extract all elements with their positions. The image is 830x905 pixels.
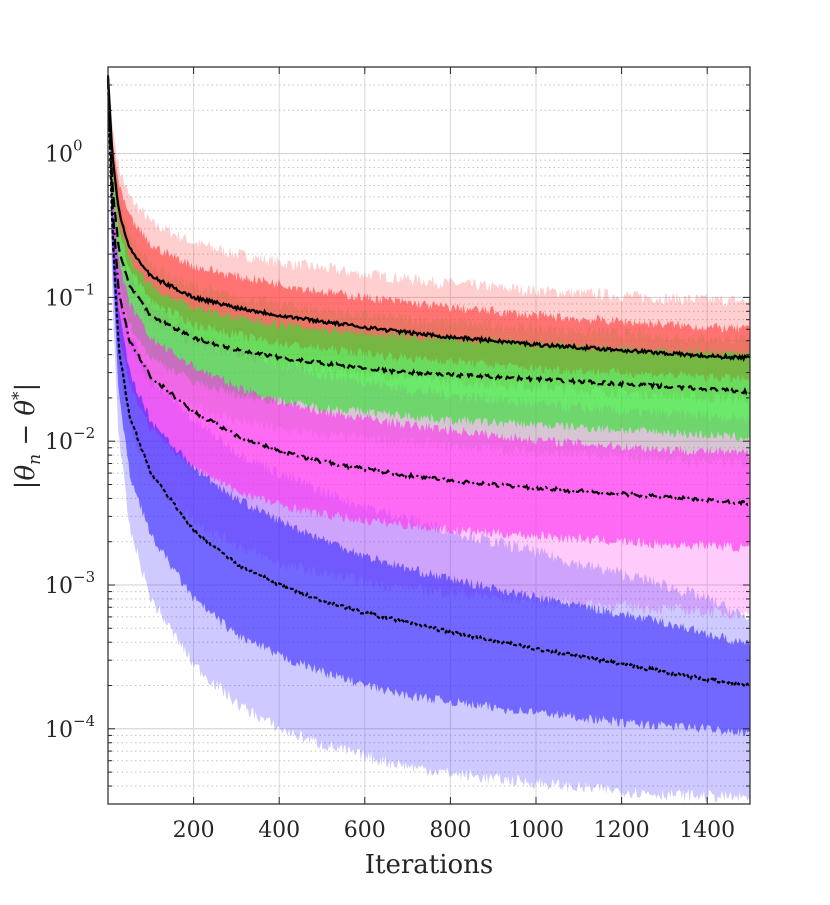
y-label-superscript: * xyxy=(9,391,29,400)
y-label-subscript: n xyxy=(25,454,45,465)
x-tick-label-800: 800 xyxy=(429,818,471,843)
blue-median-line xyxy=(106,79,752,689)
bands xyxy=(108,73,750,803)
magenta-inner-band xyxy=(108,79,750,553)
x-tick-label-400: 400 xyxy=(258,818,300,843)
y-axis-label: |θn − θ*| xyxy=(9,383,45,490)
tick-marks xyxy=(108,66,750,805)
green-inner-band xyxy=(108,77,750,442)
x-tick-label-1200: 1200 xyxy=(594,818,650,843)
y-label-close: | xyxy=(11,383,41,392)
median-lines xyxy=(106,75,752,689)
y-label-open: | xyxy=(11,481,41,490)
x-tick-label-1400: 1400 xyxy=(679,818,735,843)
y-tick-label: 10−3 xyxy=(45,568,95,599)
y-label-theta: θ xyxy=(11,465,41,481)
x-tick-label-200: 200 xyxy=(173,818,215,843)
y-label-theta-star: θ xyxy=(11,400,41,416)
plot-frame xyxy=(107,66,751,805)
red-inner-band xyxy=(108,75,750,383)
green-median-line xyxy=(106,77,751,396)
x-tick-label-1000: 1000 xyxy=(508,818,564,843)
y-tick-labels: 100 10−1 10−2 10−3 10−4 xyxy=(45,137,95,743)
y-tick-label: 10−1 xyxy=(45,280,95,311)
y-label-minus: − xyxy=(11,416,41,454)
y-tick-label: 100 xyxy=(45,137,83,168)
x-axis-label: Iterations xyxy=(365,850,494,880)
x-tick-labels: 200 400 600 800 1000 1200 1400 xyxy=(173,818,736,843)
red-median-line xyxy=(106,75,751,363)
x-tick-label-600: 600 xyxy=(344,818,386,843)
y-tick-label: 10−2 xyxy=(45,424,95,455)
blue-inner-band xyxy=(108,80,750,737)
y-tick-label: 10−4 xyxy=(45,712,95,743)
